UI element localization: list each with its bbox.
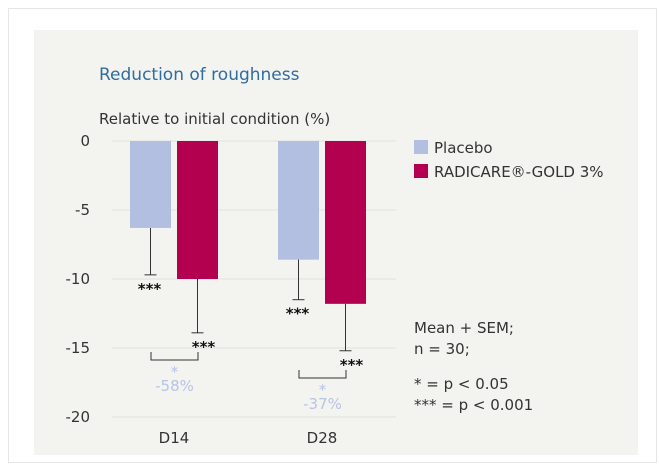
x-tick-label: D14 — [159, 429, 190, 447]
significance-label: *** — [340, 356, 364, 374]
stats-note: n = 30; — [414, 340, 470, 358]
y-axis-label: Relative to initial condition (%) — [99, 110, 330, 128]
x-tick-label: D28 — [307, 429, 338, 447]
comparison-label: -58% — [155, 377, 194, 395]
significance-label: *** — [138, 280, 162, 298]
y-tick-label: -15 — [66, 339, 91, 357]
stats-note: Mean + SEM; — [414, 319, 514, 337]
y-tick-label: -10 — [66, 270, 91, 288]
bar — [130, 141, 171, 228]
y-tick-label: 0 — [80, 132, 90, 150]
significance-label: *** — [192, 338, 216, 356]
comparison-bracket — [298, 370, 347, 379]
bar — [278, 141, 319, 260]
comparison-star: * — [171, 363, 179, 381]
chart-title: Reduction of roughness — [99, 65, 300, 85]
y-tick-label: -5 — [75, 201, 90, 219]
legend-swatch — [414, 140, 428, 154]
bar — [177, 141, 218, 279]
y-tick-label: -20 — [66, 408, 91, 426]
significance-legend: *** = p < 0.001 — [414, 396, 533, 414]
comparison-bracket — [150, 352, 199, 361]
comparison-label: -37% — [303, 395, 342, 413]
legend-label: Placebo — [434, 139, 493, 157]
comparison-star: * — [319, 381, 327, 399]
significance-legend: * = p < 0.05 — [414, 375, 509, 393]
bar — [325, 141, 366, 304]
legend-label: RADICARE®-GOLD 3% — [434, 163, 604, 181]
legend-swatch — [414, 164, 428, 178]
significance-label: *** — [286, 305, 310, 323]
